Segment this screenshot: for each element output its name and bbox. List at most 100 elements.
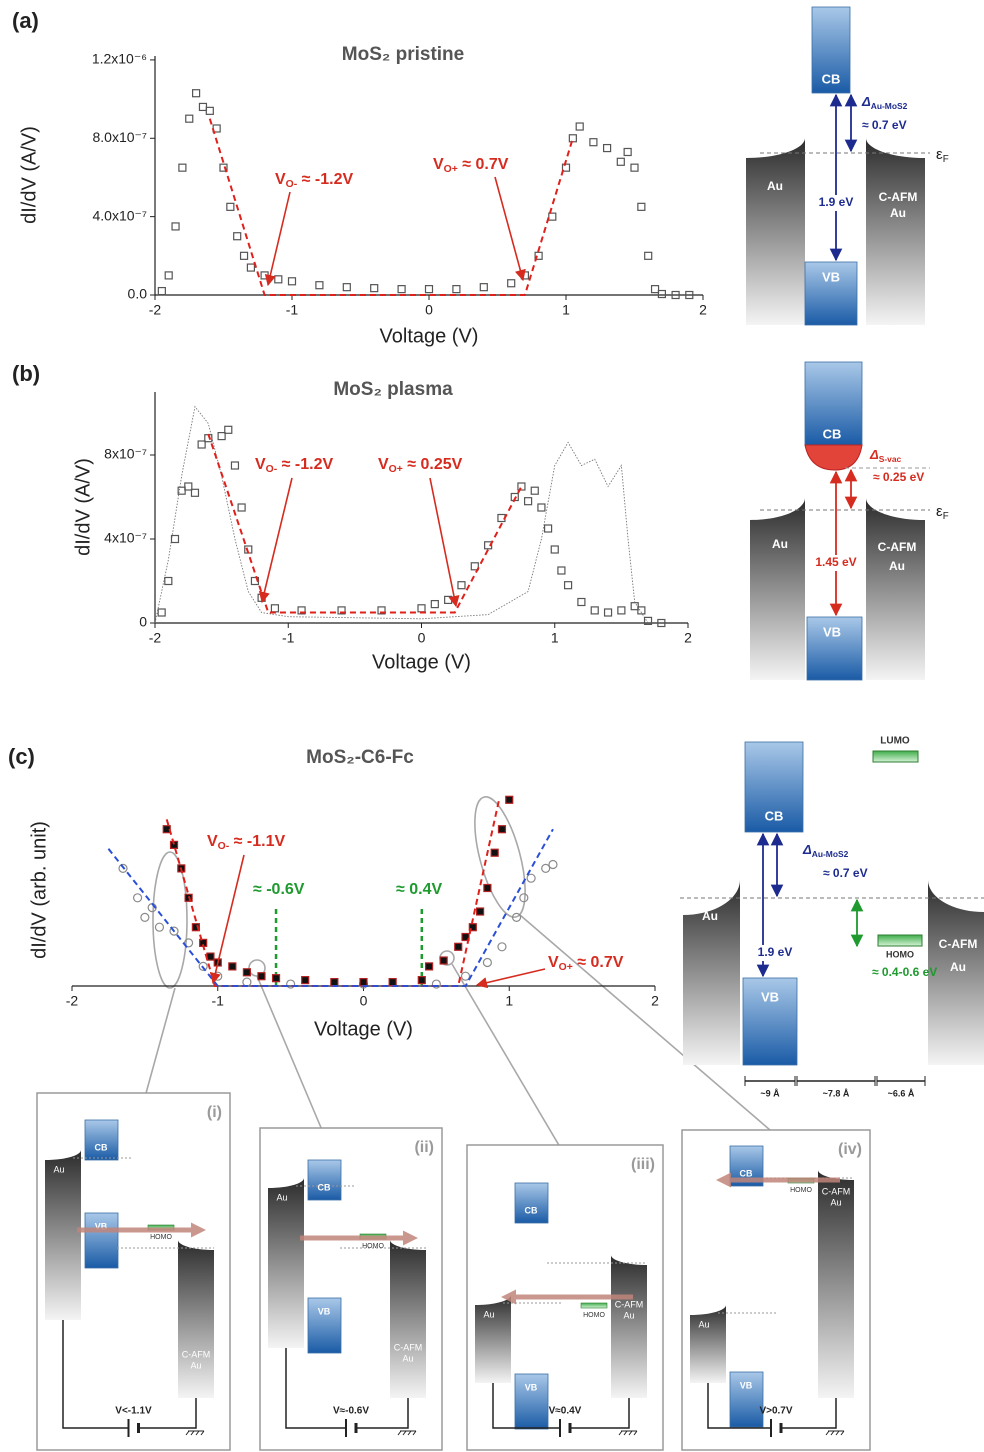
point: [205, 106, 214, 115]
label: CB: [318, 1182, 331, 1192]
x-tick-label: 0: [418, 630, 426, 646]
point: [476, 907, 485, 916]
x-tick-label: 1: [562, 302, 570, 318]
label: εF: [936, 146, 949, 165]
valence-band: [729, 1371, 764, 1428]
point: [671, 290, 680, 300]
point: [228, 962, 237, 971]
label: Au: [702, 909, 718, 923]
point: [301, 976, 310, 985]
point: [630, 163, 639, 172]
point: [543, 524, 553, 533]
label: HOMO: [362, 1243, 384, 1250]
annotation: VO+ ≈ 0.25V: [378, 456, 463, 475]
label: HOMO: [150, 1234, 172, 1241]
point: [479, 283, 488, 292]
point: [219, 163, 228, 172]
text-part: ≈ 0.25V: [403, 456, 463, 473]
text-part: ≈ -1.1V: [229, 833, 285, 850]
point: [164, 576, 173, 586]
point: [657, 618, 666, 628]
subscript: O-: [286, 179, 298, 190]
valence-band: [742, 977, 798, 1066]
label: VB: [740, 1380, 753, 1390]
valence-band: [806, 616, 863, 681]
point: [192, 89, 201, 98]
point: [330, 977, 339, 987]
point: [461, 932, 470, 942]
point: [526, 873, 536, 883]
label: VB: [318, 1306, 331, 1316]
y-tick-label: 4x10⁻⁷: [104, 530, 147, 546]
point: [537, 503, 546, 512]
point: [568, 134, 577, 143]
label: C-AFM: [615, 1299, 644, 1309]
point: [616, 157, 625, 166]
label: HOMO: [790, 1187, 812, 1194]
chart-title: MoS₂-C6-Fc: [306, 747, 414, 768]
ground: [397, 1430, 417, 1436]
point: [602, 143, 612, 153]
label-bg: [815, 195, 857, 211]
text-part: V: [378, 456, 389, 473]
label: Au: [890, 206, 906, 220]
text-part: Δ: [869, 447, 879, 462]
label: ≈ 0.7 eV: [823, 866, 868, 880]
label: Au: [889, 559, 905, 573]
subscript: O-: [266, 464, 278, 475]
label: ~9 Å: [760, 1088, 780, 1098]
y-tick-label: 0: [139, 614, 147, 630]
point: [431, 979, 441, 989]
annotation-arrow: [209, 854, 245, 985]
point: [171, 222, 180, 231]
point: [623, 147, 632, 157]
label: (iii): [631, 1156, 655, 1173]
label: CB: [823, 426, 842, 441]
label: Au: [950, 960, 966, 974]
subscript: S-vac: [879, 454, 902, 464]
ellipse: [474, 796, 526, 918]
label: HOMO: [583, 1312, 605, 1319]
label: Au: [276, 1192, 287, 1202]
x-tick-label: 2: [684, 630, 692, 646]
fit-line: [165, 799, 501, 987]
metal: [818, 1170, 854, 1398]
label: C-AFM: [878, 540, 917, 554]
subscript: O-: [218, 841, 230, 852]
x-tick-label: 1: [505, 993, 513, 1009]
point: [523, 497, 533, 506]
point: [444, 595, 453, 605]
text-part: ε: [936, 146, 943, 163]
annotation-arrow: [264, 191, 291, 287]
label: C-AFM: [394, 1342, 423, 1352]
point: [370, 284, 379, 293]
x-tick-label: 1: [551, 630, 559, 646]
label: ΔAu-MoS2: [802, 842, 849, 859]
panel-label: (b): [12, 361, 40, 386]
point: [470, 562, 479, 571]
circuit: [492, 1383, 630, 1429]
point: [507, 279, 516, 288]
label: ≈ 0.25 eV: [873, 470, 924, 484]
point: [643, 616, 653, 626]
label: CB: [95, 1142, 108, 1152]
point: [315, 281, 324, 290]
point: [561, 163, 571, 172]
text-part: Δ: [802, 842, 812, 857]
x-tick-label: -1: [212, 993, 225, 1009]
point: [490, 848, 499, 857]
label: C-AFM: [182, 1349, 211, 1359]
metal: [746, 138, 805, 325]
subscript: Au-MoS2: [812, 849, 849, 859]
point: [198, 961, 208, 972]
label: 1.9 eV: [819, 195, 854, 209]
point: [517, 482, 526, 491]
label: ≈ 0.7 eV: [862, 118, 907, 132]
annotation-arrow: [475, 968, 546, 989]
x-tick-label: -1: [282, 630, 295, 646]
point: [685, 290, 694, 300]
text-part: V: [548, 954, 559, 971]
point: [230, 461, 240, 470]
x-tick-label: -2: [149, 302, 162, 318]
point: [397, 285, 406, 294]
